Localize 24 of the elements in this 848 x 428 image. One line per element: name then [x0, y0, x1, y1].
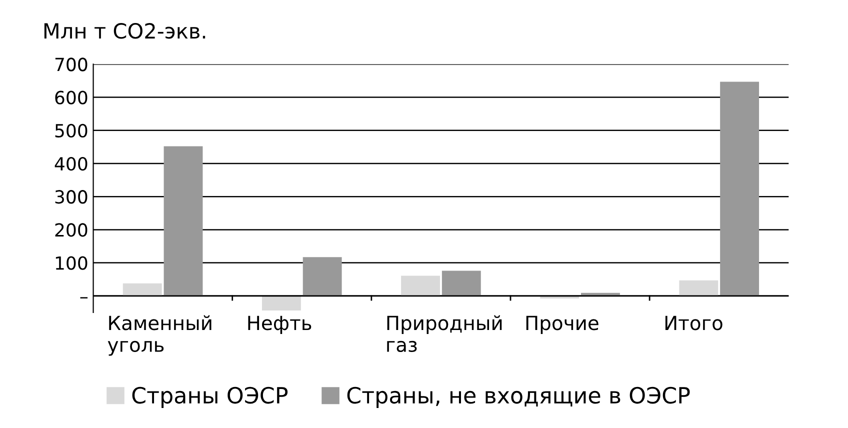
bar	[262, 296, 301, 310]
bar	[401, 276, 440, 296]
bar	[122, 283, 162, 296]
legend-label: Страны, не входящие в ОЭСР	[347, 386, 690, 408]
y-tick-label: 400	[54, 156, 88, 171]
y-axis-title: Млн т CO2-экв.	[44, 23, 206, 39]
x-tick-label: Каменный уголь	[108, 315, 212, 356]
y-tick-label: 700	[55, 58, 88, 72]
y-tick-label: 200	[55, 223, 88, 237]
y-tick-label: 500	[55, 124, 88, 138]
y-tick-label: 300	[55, 190, 88, 204]
y-tick-label: 600	[55, 90, 88, 104]
bar	[679, 280, 718, 296]
bar	[164, 146, 203, 296]
y-tick-label: 100	[56, 256, 88, 270]
bar	[442, 270, 481, 296]
y-tick-label: –	[80, 297, 88, 298]
bar	[720, 82, 760, 296]
x-tick-label: Природный газ	[387, 315, 502, 352]
x-tick-label: Нефть	[248, 316, 312, 334]
x-tick-label: Итого	[665, 316, 722, 330]
x-tick-label: Прочие	[526, 316, 598, 334]
bar	[302, 257, 342, 296]
legend-label: Страны ОЭСР	[132, 386, 288, 408]
